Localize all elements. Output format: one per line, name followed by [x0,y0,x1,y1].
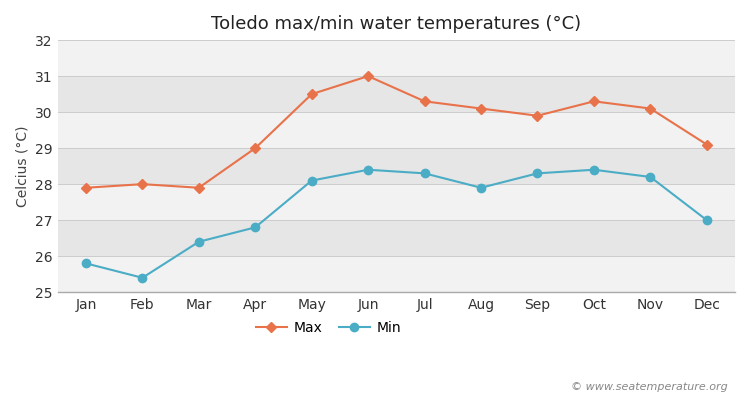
Text: © www.seatemperature.org: © www.seatemperature.org [571,382,728,392]
Bar [58,220,735,256]
Bar [58,40,735,76]
Bar [58,184,735,220]
Y-axis label: Celcius (°C): Celcius (°C) [15,125,29,207]
Bar [58,256,735,292]
Bar [58,112,735,148]
Title: Toledo max/min water temperatures (°C): Toledo max/min water temperatures (°C) [211,15,581,33]
Legend: Max, Min: Max, Min [251,316,406,341]
Bar [58,76,735,112]
Bar [58,148,735,184]
